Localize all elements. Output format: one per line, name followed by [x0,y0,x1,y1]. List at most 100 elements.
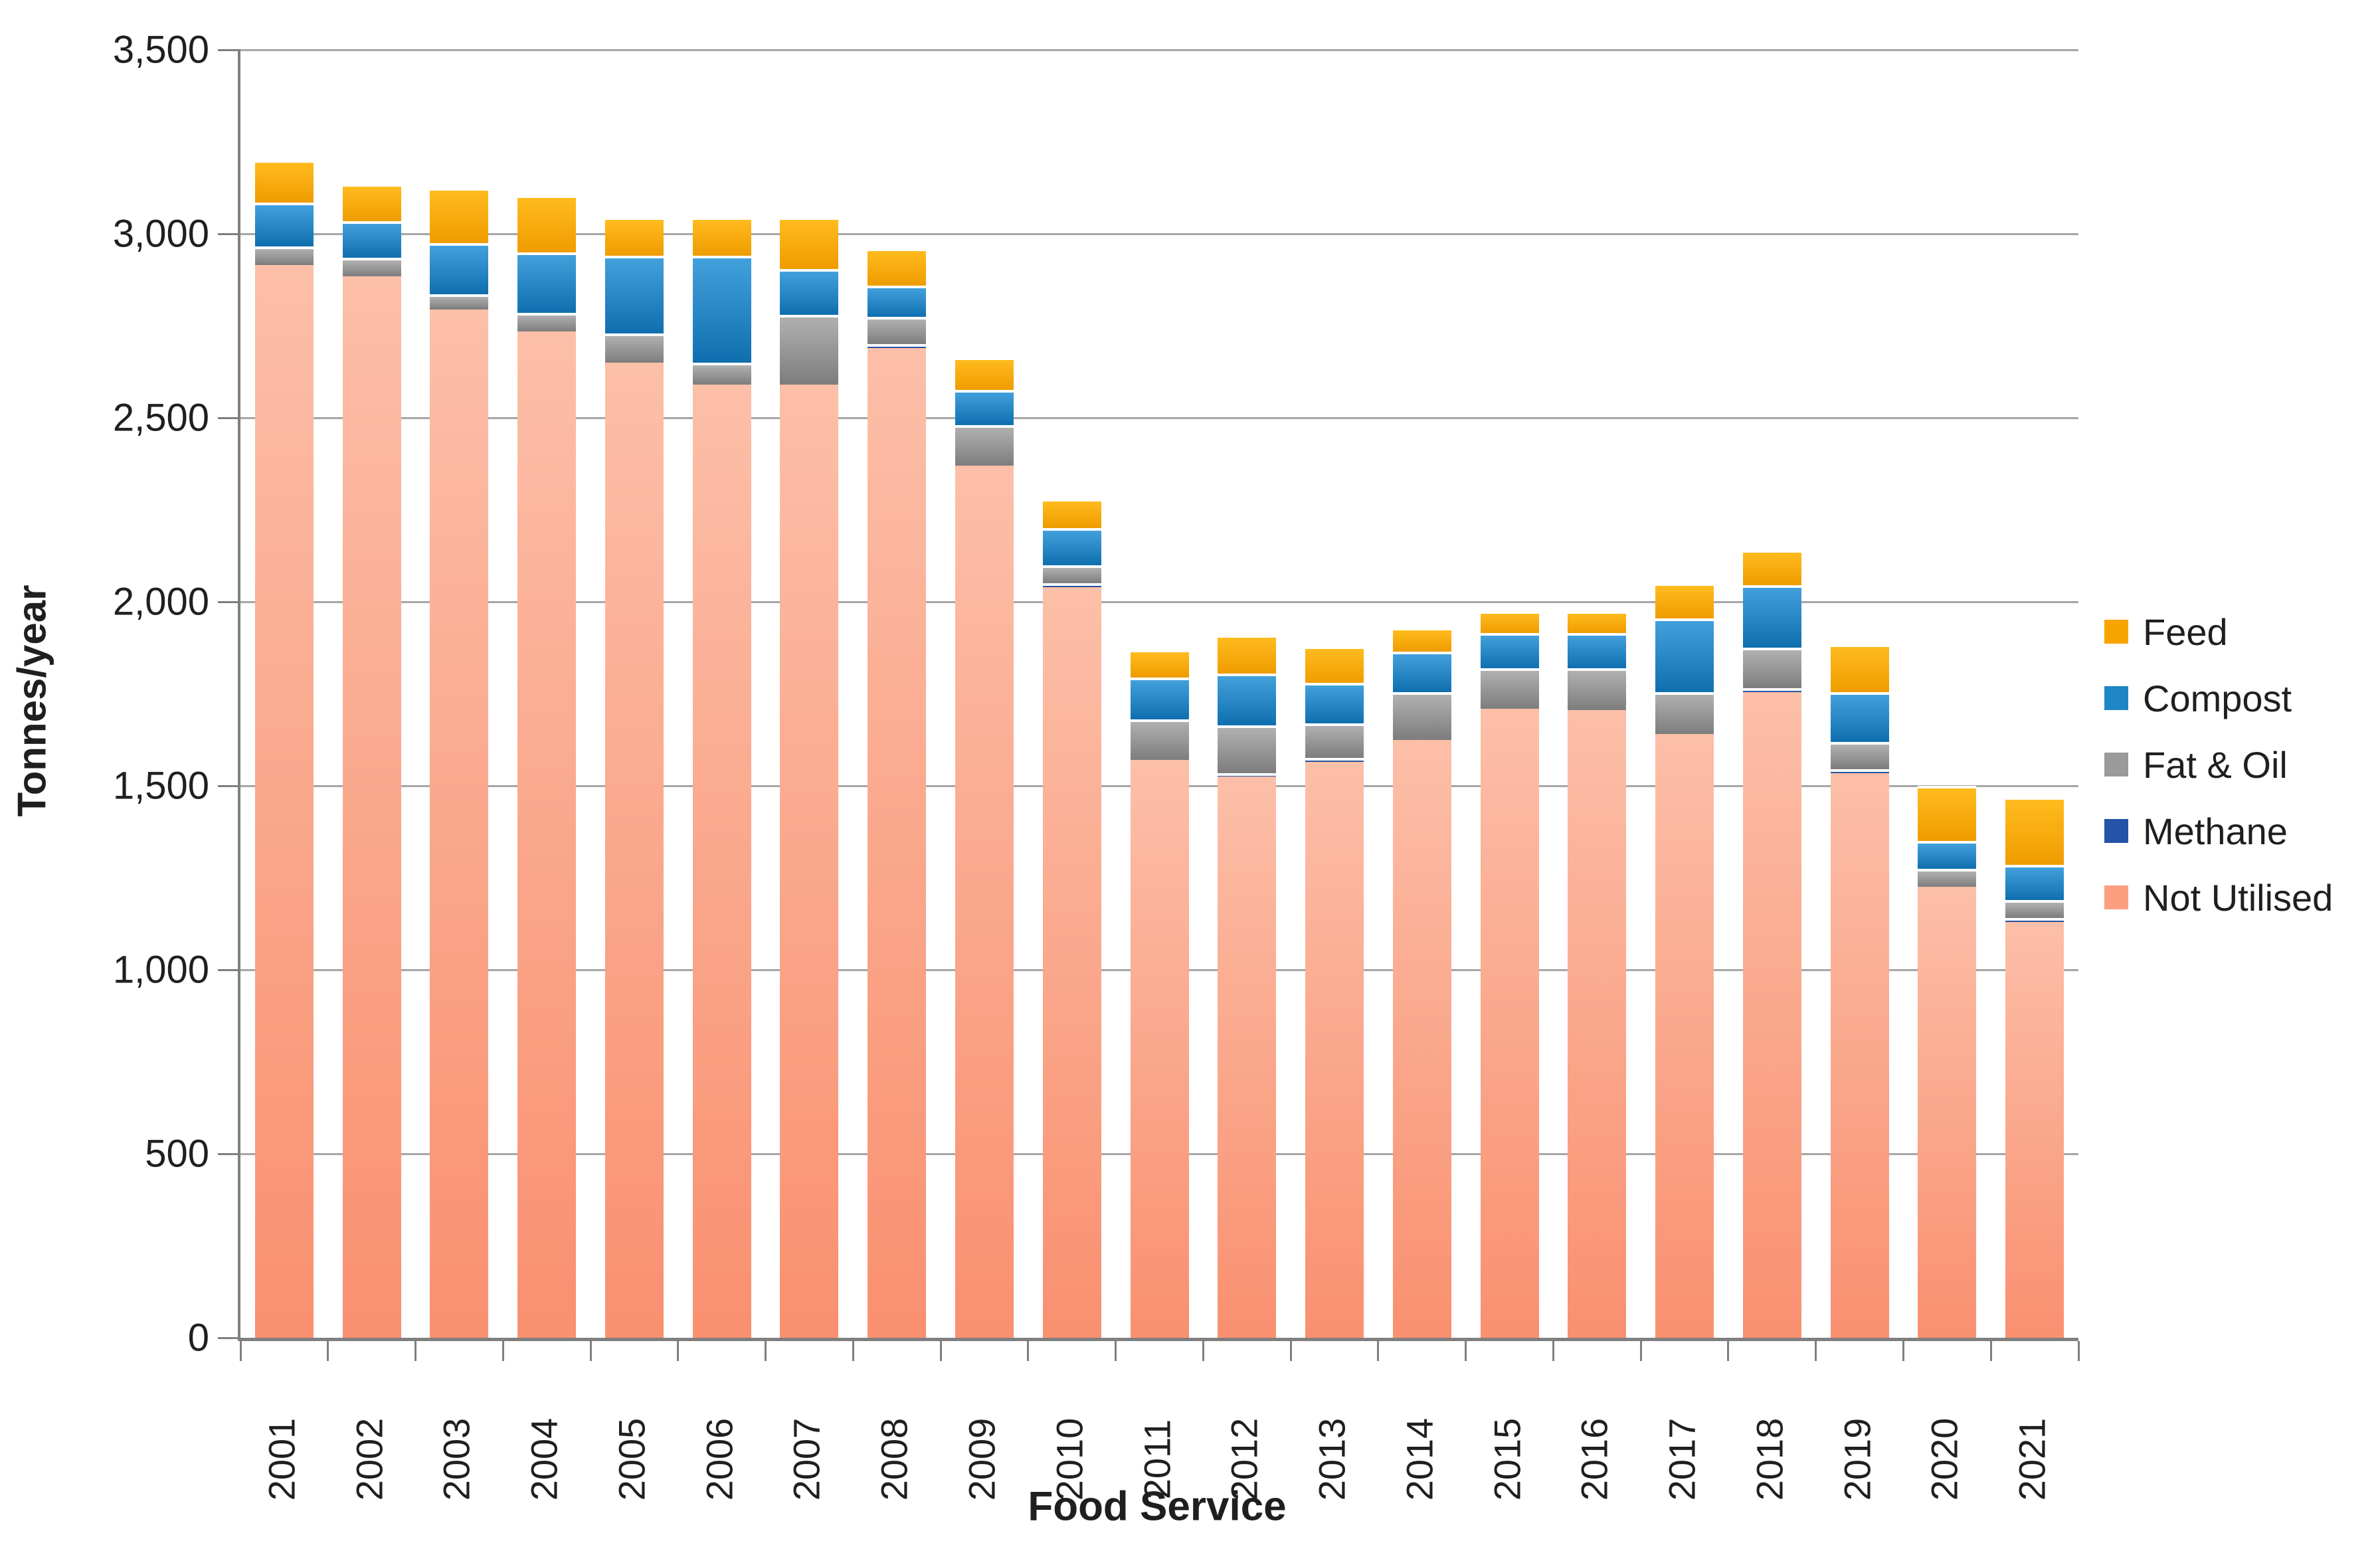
x-axis-tick [1727,1341,1730,1361]
x-axis-tick [765,1341,767,1361]
x-axis-tick-label: 2021 [2011,1417,2053,1501]
segment-feed-2008 [868,248,927,286]
legend-item-methane: Methane [2104,810,2333,852]
segment-feed-2013 [1305,646,1364,683]
x-axis-tick-label: 2008 [873,1417,915,1501]
legend-item-compost: Compost [2104,678,2333,719]
segment-fat_oil-2002 [342,258,401,276]
bar-2002 [342,184,401,1338]
y-axis-tick-label: 500 [145,1132,209,1176]
x-axis-tick-label: 2013 [1311,1417,1353,1501]
segment-fat_oil-2006 [692,362,751,385]
x-axis-tick [1989,1341,1992,1361]
segment-not_utilised-2004 [517,331,577,1338]
segment-methane-2019 [1830,769,1889,773]
segment-not_utilised-2001 [254,265,314,1338]
segment-feed-2015 [1480,610,1539,634]
segment-methane-2021 [2005,918,2064,922]
segment-fat_oil-2018 [1742,648,1801,689]
segment-fat_oil-2012 [1218,725,1277,773]
segment-not_utilised-2010 [1042,587,1101,1338]
y-axis-tick [218,416,240,419]
segment-compost-2013 [1305,682,1364,723]
segment-feed-2005 [604,217,664,256]
segment-compost-2016 [1568,633,1627,668]
legend-swatch-methane [2104,819,2128,843]
segment-methane-2013 [1305,758,1364,762]
segment-fat_oil-2005 [604,333,664,363]
segment-not_utilised-2008 [868,347,927,1338]
legend-swatch-fat_oil [2104,753,2128,776]
segment-feed-2004 [517,195,577,252]
segment-feed-2014 [1392,627,1451,652]
y-axis-title: Tonnes/year [9,585,54,817]
x-axis-tick [2077,1341,2080,1361]
segment-not_utilised-2006 [692,385,751,1338]
segment-fat_oil-2015 [1480,668,1539,709]
segment-compost-2004 [517,252,577,314]
segment-compost-2020 [1918,841,1977,869]
segment-not_utilised-2015 [1480,708,1539,1338]
segment-not_utilised-2003 [430,309,489,1338]
x-axis-tick [1902,1341,1904,1361]
segment-feed-2016 [1568,610,1627,634]
legend-swatch-feed [2104,620,2128,644]
x-axis-tick [1639,1341,1642,1361]
y-axis-tick [218,232,240,235]
segment-fat_oil-2003 [430,294,489,310]
x-axis-tick [589,1341,592,1361]
x-axis-tick [1377,1341,1380,1361]
x-axis-tick-label: 2003 [435,1417,478,1501]
segment-compost-2017 [1655,618,1714,692]
segment-feed-2007 [780,217,839,269]
segment-fat_oil-2021 [2005,899,2064,919]
segment-methane-2010 [1042,583,1101,587]
segment-compost-2011 [1130,677,1189,720]
bar-2020 [1918,786,1977,1338]
x-axis-tick-label: 2020 [1923,1417,1966,1501]
segment-compost-2015 [1480,633,1539,668]
segment-compost-2018 [1742,585,1801,648]
bar-2013 [1305,646,1364,1338]
segment-methane-2018 [1742,688,1801,692]
bar-2021 [2005,796,2064,1338]
legend: Feed Compost Fat & Oil Methane Not Utilised [2104,610,2333,945]
legend-label-feed: Feed [2143,610,2228,653]
segment-not_utilised-2011 [1130,760,1189,1338]
gridline [240,48,2078,51]
segment-feed-2017 [1655,583,1714,618]
bar-2004 [517,195,577,1338]
x-axis-tick-label: 2006 [698,1417,741,1501]
segment-fat_oil-2011 [1130,719,1189,761]
segment-not_utilised-2017 [1655,734,1714,1338]
bar-2011 [1130,650,1189,1338]
segment-feed-2021 [2005,796,2064,866]
legend-label-fat_oil: Fat & Oil [2143,743,2288,786]
y-axis-tick [218,784,240,787]
segment-feed-2020 [1918,786,1977,842]
y-axis-tick-label: 1,000 [112,948,209,992]
segment-feed-2011 [1130,650,1189,678]
segment-fat_oil-2020 [1918,868,1977,887]
segment-not_utilised-2009 [955,466,1014,1338]
x-axis-tick-label: 2004 [523,1417,565,1501]
segment-not_utilised-2012 [1218,776,1277,1338]
segment-not_utilised-2007 [780,385,839,1338]
bar-2001 [254,160,314,1338]
segment-not_utilised-2018 [1742,691,1801,1338]
y-axis-tick-label: 0 [187,1316,209,1360]
segment-compost-2010 [1042,528,1101,565]
bar-2019 [1830,644,1889,1338]
gridline [240,416,2078,419]
bar-2007 [780,217,839,1338]
segment-compost-2021 [2005,865,2064,900]
bar-2009 [955,357,1014,1338]
x-axis-title: Food Service [1028,1483,1287,1530]
segment-fat_oil-2009 [955,425,1014,466]
segment-fat_oil-2008 [868,316,927,345]
segment-feed-2003 [430,187,489,243]
x-axis-tick [1202,1341,1204,1361]
segment-not_utilised-2019 [1830,773,1889,1338]
y-axis-tick-label: 2,500 [112,396,209,440]
